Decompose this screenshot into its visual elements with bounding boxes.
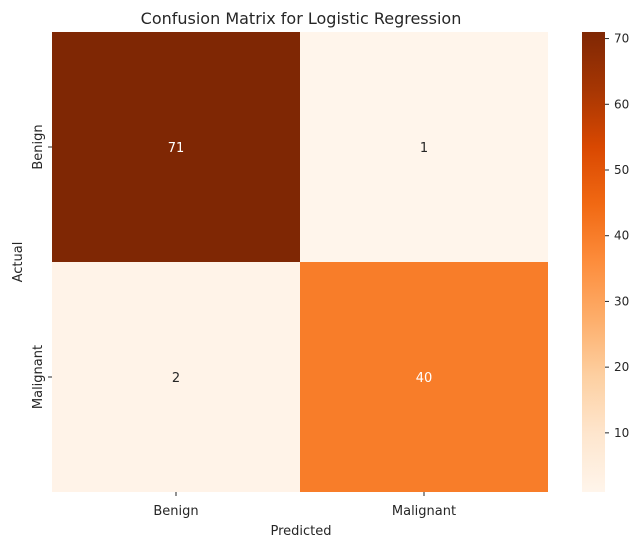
heatmap-cell-benign-benign [52, 32, 300, 262]
heatmap-cell-malignant-malignant [300, 262, 548, 492]
cell-value-label: 1 [420, 141, 428, 156]
cell-value-label: 2 [172, 371, 180, 386]
cell-value-label: 71 [168, 141, 185, 156]
colorbar-tick-label: 40 [614, 229, 629, 243]
y-axis: Benign Malignant [31, 124, 52, 409]
y-axis-label: Actual [11, 242, 26, 283]
x-axis: Benign Malignant [153, 492, 456, 519]
colorbar-tick-label: 70 [614, 32, 629, 46]
x-axis-label: Predicted [270, 524, 331, 539]
colorbar-tick-label: 50 [614, 163, 629, 177]
x-tick-label: Malignant [392, 504, 456, 519]
chart-title: Confusion Matrix for Logistic Regression [141, 9, 462, 28]
heatmap-cell-labels: 71 1 2 40 [168, 141, 433, 386]
colorbar-tick-label: 60 [614, 97, 629, 111]
y-tick-label: Benign [31, 124, 46, 169]
heatmap-cell-benign-malignant [300, 32, 548, 262]
colorbar-tick-label: 10 [614, 426, 629, 440]
heatmap-cell-malignant-benign [52, 262, 300, 492]
x-tick-label: Benign [153, 504, 198, 519]
colorbar [582, 32, 605, 492]
y-tick-label: Malignant [31, 345, 46, 409]
cell-value-label: 40 [416, 371, 433, 386]
colorbar-ticks: 10 20 30 40 50 60 70 [605, 32, 629, 440]
heatmap-cells [52, 32, 548, 492]
colorbar-tick-label: 20 [614, 360, 629, 374]
colorbar-tick-label: 30 [614, 294, 629, 308]
